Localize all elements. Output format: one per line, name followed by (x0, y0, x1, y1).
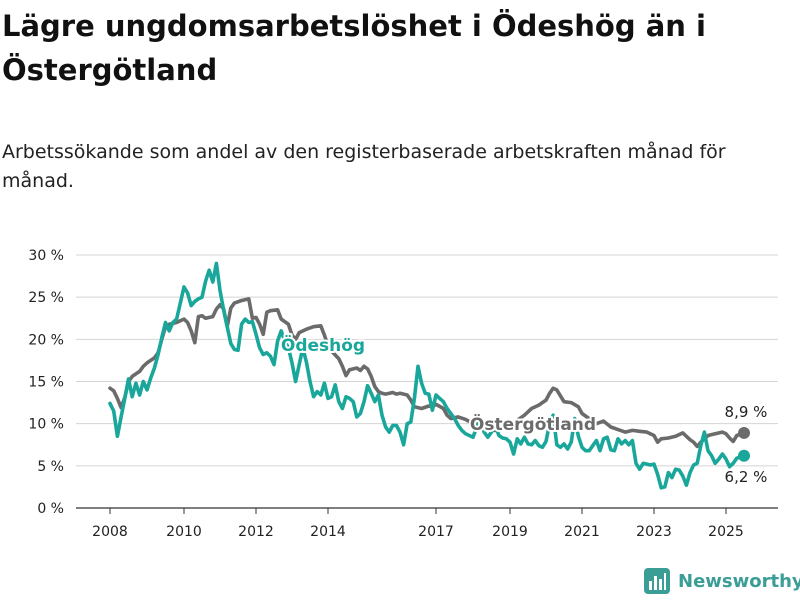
x-tick-label: 2008 (92, 524, 128, 540)
x-tick-label: 2019 (492, 524, 528, 540)
series-end-value-odeshog: 6,2 % (725, 468, 768, 486)
x-tick-label: 2021 (564, 524, 600, 540)
x-tick-label: 2025 (708, 524, 744, 540)
y-axis-ticks: 0 % 5 % 10 % 15 % 20 % 25 % 30 % (28, 248, 64, 517)
series-line-ostergotland (108, 297, 746, 449)
y-tick-label: 25 % (28, 290, 64, 306)
y-tick-label: 20 % (28, 332, 64, 348)
x-axis-ticks: 2008 2010 2012 2014 2017 2019 2021 2023 2025 (92, 508, 744, 540)
series-endpoint-ostergotland (738, 426, 750, 439)
chart-title: Lägre ungdomsarbetslöshet i Ödeshög än i… (2, 9, 706, 87)
series-lines (108, 261, 750, 490)
y-tick-label: 0 % (37, 501, 64, 517)
x-tick-label: 2023 (636, 524, 672, 540)
series-endpoint-odeshog (738, 449, 750, 462)
brand-name: Newsworthy (678, 570, 800, 592)
y-tick-label: 10 % (28, 417, 64, 433)
y-tick-label: 15 % (28, 375, 64, 391)
series-labels: Östergötland Ödeshög 8,9 % 6,2 % (279, 332, 768, 486)
bar-chart-logo-icon (644, 568, 670, 594)
y-tick-label: 30 % (28, 248, 64, 264)
series-name-label-odeshog: Ödeshög (281, 334, 365, 356)
x-tick-label: 2017 (418, 524, 454, 540)
x-tick-label: 2012 (238, 524, 274, 540)
y-tick-label: 5 % (37, 459, 64, 475)
x-tick-label: 2010 (166, 524, 202, 540)
chart-subtitle: Arbetssökande som andel av den registerb… (2, 141, 726, 192)
series-line-odeshog (108, 261, 746, 490)
x-tick-label: 2014 (310, 524, 346, 540)
series-name-label-ostergotland: Östergötland (470, 413, 596, 435)
series-end-value-ostergotland: 8,9 % (725, 403, 768, 421)
newsworthy-brand: Newsworthy (644, 568, 800, 594)
